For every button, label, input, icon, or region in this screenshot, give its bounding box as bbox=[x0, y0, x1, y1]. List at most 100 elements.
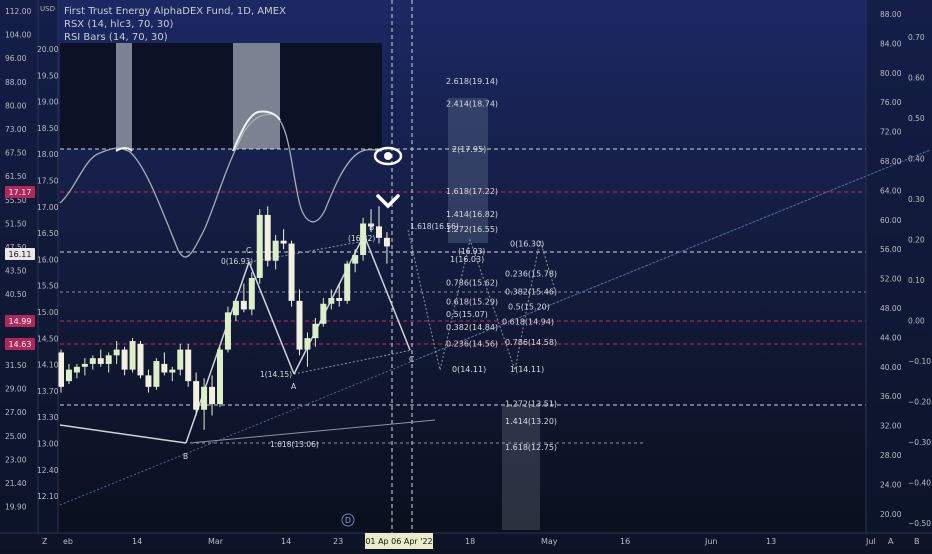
fib-level-label: 2.414(18.74) bbox=[446, 100, 498, 109]
candle bbox=[328, 289, 335, 310]
candle bbox=[264, 206, 271, 267]
candle-body bbox=[65, 369, 72, 382]
price-badge-bg bbox=[5, 338, 35, 350]
abc-bottom-line bbox=[293, 349, 413, 375]
wave-label: 0(16.93) bbox=[221, 257, 253, 266]
left-axis-tick: 61.50 bbox=[5, 172, 27, 181]
candle bbox=[153, 358, 160, 390]
candle bbox=[383, 232, 390, 264]
right1-axis-tick: 84.00 bbox=[880, 39, 902, 48]
wave-label: 1.618(13.06) bbox=[270, 440, 319, 449]
left2-axis-tick: 15.00 bbox=[37, 308, 59, 317]
candle-body bbox=[209, 386, 216, 405]
candle-body bbox=[240, 300, 247, 310]
candle bbox=[201, 378, 208, 430]
fib-level-label: 1.272(16.55) bbox=[446, 225, 498, 234]
right1-axis-tick: 52.00 bbox=[880, 275, 902, 284]
x-axis-tick: eb bbox=[63, 537, 73, 546]
indicator-label-rsx[interactable]: RSX (14, hlc3, 70, 30) bbox=[64, 19, 174, 30]
corner-left-label[interactable]: Z bbox=[42, 537, 48, 546]
chart-title[interactable]: First Trust Energy AlphaDEX Fund, 1D, AM… bbox=[64, 6, 286, 17]
x-axis-tick: Mar bbox=[208, 537, 224, 546]
fib-level-label-2: 0.5(15.20) bbox=[508, 303, 550, 312]
rsi-bar-highlight bbox=[116, 43, 132, 149]
left-axis-tick: 19.90 bbox=[5, 503, 27, 512]
left2-axis-tick: 13.00 bbox=[37, 440, 59, 449]
candle-body bbox=[193, 381, 200, 410]
wave-label: B bbox=[183, 452, 188, 461]
price-badge-label: 17.17 bbox=[9, 188, 32, 197]
left-axis-tick: 88.00 bbox=[5, 78, 27, 87]
candle-body bbox=[169, 369, 176, 373]
candle-body bbox=[113, 349, 120, 356]
candle bbox=[320, 298, 327, 327]
left-axis-tick: 25.00 bbox=[5, 432, 27, 441]
right1-axis-tick: 28.00 bbox=[880, 451, 902, 460]
candle-body bbox=[280, 240, 287, 244]
corner-right-label[interactable]: A bbox=[888, 537, 894, 546]
zigzag-segment bbox=[59, 424, 187, 444]
candle bbox=[368, 209, 375, 233]
candle bbox=[65, 363, 72, 384]
fib-level-label: 1.618(17.22) bbox=[446, 187, 498, 196]
right1-axis-tick: 80.00 bbox=[880, 69, 902, 78]
left2-axis-tick: 13.70 bbox=[37, 387, 59, 396]
candle-body bbox=[81, 363, 88, 367]
wave-label: A bbox=[291, 382, 297, 391]
candle bbox=[248, 272, 255, 316]
left-axis-tick: 96.00 bbox=[5, 54, 27, 63]
right2-axis-tick: −0.20 bbox=[908, 398, 931, 407]
candle bbox=[145, 369, 152, 393]
fib-level-label-2: 0.236(15.78) bbox=[505, 269, 557, 278]
wave-label: (16.93) bbox=[458, 247, 485, 256]
candle bbox=[169, 366, 176, 382]
candle bbox=[352, 249, 359, 273]
candle bbox=[217, 346, 223, 407]
grid-layer bbox=[60, 0, 866, 533]
candle bbox=[105, 352, 112, 373]
right1-axis-tick: 40.00 bbox=[880, 363, 902, 372]
left-axis-tick: 43.50 bbox=[5, 267, 27, 276]
right1-axis-tick: 76.00 bbox=[880, 98, 902, 107]
candle-body bbox=[185, 349, 192, 382]
price-badge: 17.17 bbox=[5, 186, 35, 198]
price-badge-label: 14.63 bbox=[9, 340, 32, 349]
x-axis-tick: Jun bbox=[704, 537, 718, 546]
candle-body bbox=[344, 263, 351, 301]
fib-level-label-2: 0(16.30) bbox=[510, 240, 544, 249]
indicator-label-rsi-bars[interactable]: RSI Bars (14, 70, 30) bbox=[64, 32, 168, 43]
candle-body bbox=[376, 226, 382, 238]
left2-axis-tick: 19.50 bbox=[37, 71, 59, 80]
right1-axis-tick: 32.00 bbox=[880, 422, 902, 431]
candle-body bbox=[232, 300, 239, 316]
left2-axis-tick: 13.30 bbox=[37, 413, 59, 422]
fib-level-label-2: 0.786(14.58) bbox=[505, 338, 557, 347]
fib-level-label: 2.618(19.14) bbox=[446, 77, 498, 86]
candle-body bbox=[296, 300, 303, 350]
candle-body bbox=[89, 358, 96, 364]
right2-axis-tick: −0.30 bbox=[908, 438, 931, 447]
candle-body bbox=[129, 340, 136, 370]
eye-icon[interactable] bbox=[373, 146, 403, 166]
left2-axis-tick: 15.50 bbox=[37, 282, 59, 291]
left2-axis-tick: 14.10 bbox=[37, 361, 59, 370]
x-axis-tick: 18 bbox=[465, 537, 475, 546]
right2-axis-tick: 0.40 bbox=[908, 155, 925, 164]
wave-label: 1.618(16.56) bbox=[410, 222, 459, 231]
fib-level-label: 0.382(14.84) bbox=[446, 323, 498, 332]
fib-level-label: 0(14.11) bbox=[452, 365, 486, 374]
candle bbox=[296, 289, 303, 356]
fib-level-label-2: 0.618(14.94) bbox=[502, 318, 554, 327]
fib-level-label-2: 1(14.11) bbox=[510, 365, 544, 374]
chart-legend: First Trust Energy AlphaDEX Fund, 1D, AM… bbox=[64, 5, 286, 44]
wave-label: B bbox=[369, 223, 374, 232]
left-axis-tick: 67.50 bbox=[5, 149, 27, 158]
event-marker-icon[interactable] bbox=[341, 513, 355, 527]
right1-axis-tick: 56.00 bbox=[880, 245, 902, 254]
candle-body bbox=[224, 312, 231, 350]
candle-body bbox=[264, 214, 271, 261]
corner-right2-label[interactable]: B bbox=[914, 537, 920, 546]
